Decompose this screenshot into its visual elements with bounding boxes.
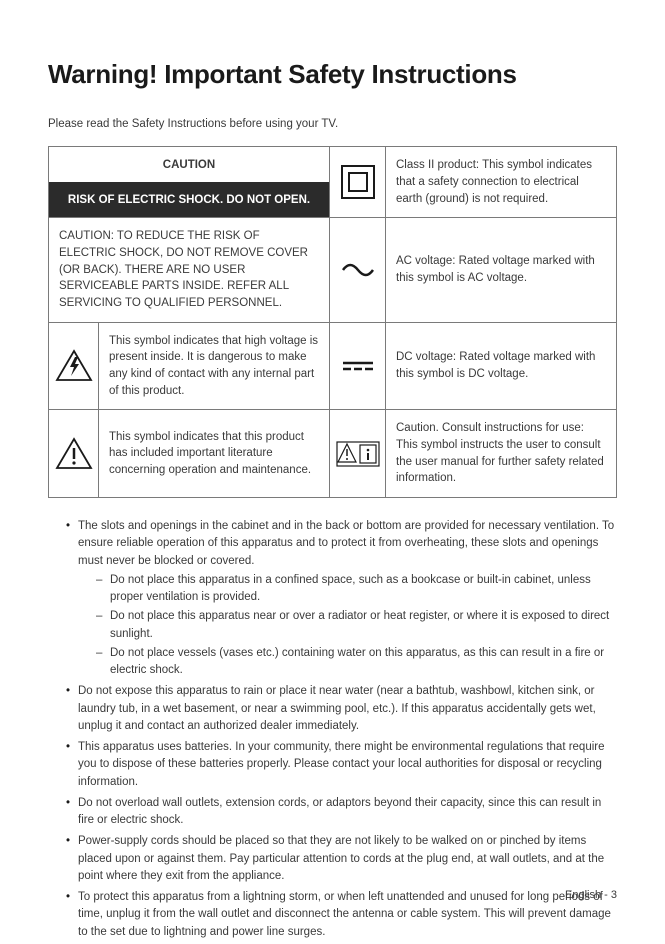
dc-text: DC voltage: Rated voltage marked with th… [386,322,617,410]
list-item: Do not expose this apparatus to rain or … [66,683,617,735]
bolt-text: This symbol indicates that high voltage … [99,322,330,410]
ac-text: AC voltage: Rated voltage marked with th… [386,218,617,322]
class2-icon [330,147,386,218]
list-item: Do not place this apparatus in a confine… [96,572,617,607]
caution-header: CAUTION [49,147,330,183]
caution-body: CAUTION: TO REDUCE THE RISK OF ELECTRIC … [49,218,330,322]
symbols-table: CAUTION Class II product: This symbol in… [48,146,617,498]
list-item: Do not place this apparatus near or over… [96,608,617,643]
risk-header: RISK OF ELECTRIC SHOCK. DO NOT OPEN. [49,182,330,218]
intro-text: Please read the Safety Instructions befo… [48,116,617,133]
page-title: Warning! Important Safety Instructions [48,56,617,94]
bolt-icon [49,322,99,410]
consult-icon [330,410,386,498]
class2-text: Class II product: This symbol indicates … [386,147,617,218]
bullet-text: The slots and openings in the cabinet an… [78,520,614,567]
ac-icon [330,218,386,322]
exclaim-text: This symbol indicates that this product … [99,410,330,498]
list-item: Power-supply cords should be placed so t… [66,833,617,885]
safety-bullets: The slots and openings in the cabinet an… [48,518,617,941]
list-item: Do not place vessels (vases etc.) contai… [96,645,617,680]
list-item: The slots and openings in the cabinet an… [66,518,617,679]
list-item: This apparatus uses batteries. In your c… [66,739,617,791]
exclaim-icon [49,410,99,498]
page-footer: English - 3 [565,888,617,904]
list-item: To protect this apparatus from a lightni… [66,889,617,941]
dc-icon [330,322,386,410]
consult-text: Caution. Consult instructions for use: T… [386,410,617,498]
list-item: Do not overload wall outlets, extension … [66,795,617,830]
